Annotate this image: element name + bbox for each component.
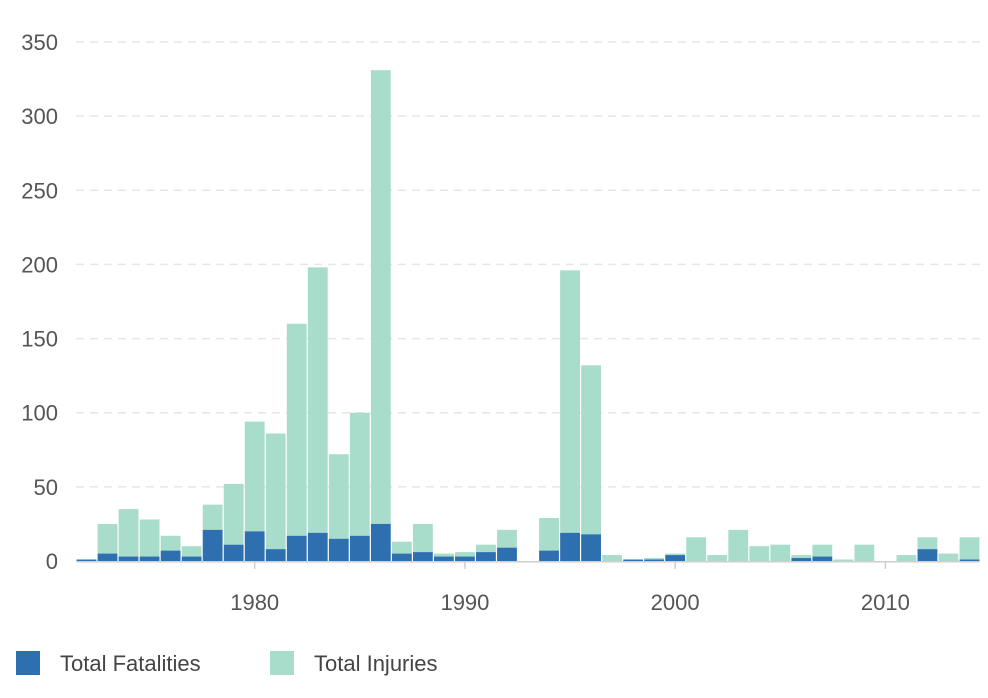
bar-fatalities-1978[interactable] <box>202 529 223 561</box>
y-tick-label: 150 <box>21 327 58 352</box>
bar-injuries-2006[interactable] <box>791 555 812 559</box>
y-tick-label: 350 <box>21 30 58 55</box>
bar-fatalities-1989[interactable] <box>433 556 454 561</box>
bar-injuries-1980[interactable] <box>244 421 265 532</box>
bar-fatalities-1973[interactable] <box>97 553 118 561</box>
bar-injuries-2008[interactable] <box>833 559 854 561</box>
bar-injuries-2009[interactable] <box>854 544 875 561</box>
y-tick-label: 250 <box>21 178 58 203</box>
x-tick-label: 2000 <box>651 590 700 615</box>
bar-fatalities-2014[interactable] <box>959 559 980 561</box>
bar-fatalities-2012[interactable] <box>917 549 938 561</box>
bar-injuries-1988[interactable] <box>412 523 433 553</box>
bar-injuries-1976[interactable] <box>160 535 181 551</box>
y-tick-label: 0 <box>46 549 58 574</box>
bar-fatalities-1974[interactable] <box>118 556 139 561</box>
bar-injuries-1986[interactable] <box>370 70 391 524</box>
bar-fatalities-1995[interactable] <box>560 532 580 561</box>
x-axis-ticks: 1980 1990 2000 2010 <box>230 561 910 615</box>
bar-injuries-2012[interactable] <box>917 537 938 550</box>
bar-fatalities-1979[interactable] <box>223 544 244 561</box>
x-tick-label: 1980 <box>230 590 279 615</box>
bar-fatalities-1975[interactable] <box>139 556 160 561</box>
bar-fatalities-1999[interactable] <box>644 559 665 561</box>
bar-injuries-1983[interactable] <box>307 267 328 533</box>
bar-fatalities-1976[interactable] <box>160 550 181 561</box>
bar-injuries-2003[interactable] <box>728 529 749 561</box>
bar-injuries-1989[interactable] <box>433 553 454 557</box>
bar-injuries-1992[interactable] <box>497 529 517 548</box>
x-tick-label: 2010 <box>861 590 910 615</box>
bar-injuries-1978[interactable] <box>202 504 223 530</box>
bar-fatalities-1977[interactable] <box>181 556 202 561</box>
bar-injuries-1995[interactable] <box>560 270 580 533</box>
bar-fatalities-1983[interactable] <box>307 532 328 561</box>
bar-injuries-1997[interactable] <box>602 555 623 561</box>
y-tick-label: 100 <box>21 401 58 426</box>
bar-fatalities-1981[interactable] <box>265 549 286 561</box>
y-axis-ticks: 0 50 100 150 200 250 300 350 <box>21 30 58 574</box>
bar-fatalities-1972[interactable] <box>76 559 97 561</box>
x-tick-label: 1990 <box>440 590 489 615</box>
bar-injuries-1974[interactable] <box>118 509 139 557</box>
bar-injuries-1985[interactable] <box>349 412 370 536</box>
bar-injuries-1981[interactable] <box>265 433 286 550</box>
bar-fatalities-1982[interactable] <box>286 535 307 561</box>
bar-injuries-2000[interactable] <box>665 553 686 556</box>
bar-injuries-2002[interactable] <box>707 555 728 561</box>
legend-label-fatalities[interactable]: Total Fatalities <box>60 651 201 676</box>
bar-injuries-2013[interactable] <box>938 553 959 561</box>
gridlines <box>76 41 980 488</box>
legend-swatch-fatalities[interactable] <box>16 651 40 675</box>
bar-fatalities-2000[interactable] <box>665 555 686 561</box>
legend-swatch-injuries[interactable] <box>270 651 294 675</box>
bar-fatalities-1986[interactable] <box>370 523 391 561</box>
bar-fatalities-1988[interactable] <box>412 552 433 561</box>
bar-injuries-2001[interactable] <box>686 537 707 561</box>
bar-injuries-2014[interactable] <box>959 537 980 560</box>
bar-fatalities-1980[interactable] <box>244 531 265 561</box>
bar-injuries-2007[interactable] <box>812 544 833 557</box>
bar-fatalities-1992[interactable] <box>497 547 517 561</box>
bar-fatalities-1990[interactable] <box>455 556 475 561</box>
bar-injuries-1994[interactable] <box>539 517 559 551</box>
bar-injuries-1982[interactable] <box>286 323 307 536</box>
y-tick-label: 200 <box>21 252 58 277</box>
bar-fatalities-2007[interactable] <box>812 556 833 561</box>
bar-injuries-1999[interactable] <box>644 558 665 560</box>
legend[interactable]: Total Fatalities Total Injuries <box>16 651 438 676</box>
bar-fatalities-1985[interactable] <box>349 535 370 561</box>
bar-injuries-1990[interactable] <box>455 552 475 557</box>
bar-fatalities-1984[interactable] <box>328 538 349 561</box>
bar-fatalities-1996[interactable] <box>581 534 601 561</box>
bar-injuries-1991[interactable] <box>476 544 496 553</box>
bar-injuries-1973[interactable] <box>97 523 118 554</box>
bar-injuries-1975[interactable] <box>139 519 160 557</box>
bar-injuries-1987[interactable] <box>391 541 412 554</box>
bar-injuries-1979[interactable] <box>223 483 244 545</box>
bar-injuries-1996[interactable] <box>581 365 601 535</box>
y-tick-label: 300 <box>21 104 58 129</box>
legend-label-injuries[interactable]: Total Injuries <box>314 651 438 676</box>
bar-fatalities-2006[interactable] <box>791 558 812 561</box>
bar-injuries-1984[interactable] <box>328 454 349 539</box>
bar-fatalities-1998[interactable] <box>623 559 644 561</box>
bar-fatalities-1991[interactable] <box>476 552 496 561</box>
bars <box>76 70 980 561</box>
bar-fatalities-1994[interactable] <box>539 550 559 561</box>
bar-fatalities-1987[interactable] <box>391 553 412 561</box>
bar-injuries-2011[interactable] <box>896 555 917 561</box>
bar-injuries-1977[interactable] <box>181 546 202 557</box>
bar-injuries-2004[interactable] <box>749 546 770 561</box>
bar-injuries-2005[interactable] <box>770 544 791 561</box>
y-tick-label: 50 <box>34 475 58 500</box>
